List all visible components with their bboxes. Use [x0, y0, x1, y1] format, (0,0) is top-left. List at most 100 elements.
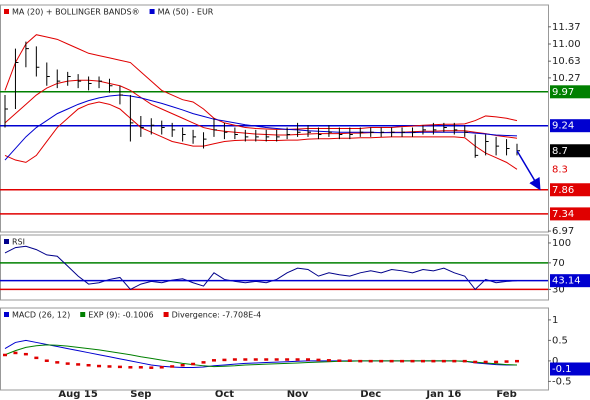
- divergence-mark: [222, 358, 227, 362]
- y-tick-label: 30: [552, 284, 565, 295]
- price-bar: [412, 127, 416, 137]
- price-bar: [506, 139, 510, 156]
- value-label-box: [550, 274, 590, 288]
- price-bar: [98, 76, 103, 89]
- value-label-box: [550, 362, 590, 376]
- x-tick-label: Dec: [360, 389, 381, 400]
- divergence-mark: [180, 363, 185, 367]
- price-bar: [495, 136, 500, 156]
- legend-label: RSI: [12, 238, 25, 247]
- legend-label: Divergence: -7.708E-4: [172, 311, 262, 320]
- divergence-mark: [368, 359, 373, 363]
- divergence-mark: [76, 363, 81, 366]
- price-bar: [203, 132, 207, 149]
- legend-swatch: [149, 9, 155, 14]
- price-bar: [25, 41, 29, 68]
- divergence-mark: [347, 359, 352, 362]
- divergence-mark: [431, 359, 436, 363]
- divergence-mark: [306, 358, 311, 361]
- divergence-mark: [358, 359, 363, 363]
- divergence-mark: [65, 362, 70, 365]
- divergence-mark: [243, 358, 248, 361]
- divergence-mark: [107, 365, 112, 368]
- price-bar: [474, 134, 479, 158]
- x-tick-label: Nov: [287, 389, 309, 400]
- x-tick-label: Oct: [215, 389, 234, 400]
- x-tick-label: Jan 16: [425, 389, 461, 400]
- legend-swatch: [163, 312, 169, 317]
- divergence-mark: [191, 362, 196, 366]
- price-bar: [46, 62, 50, 86]
- divergence-mark: [274, 358, 279, 361]
- divergence-mark: [117, 365, 122, 369]
- panel-frame: [0, 234, 549, 301]
- divergence-mark: [170, 365, 175, 368]
- legend-label: MA (20) + BOLLINGER BANDS®: [12, 8, 140, 17]
- macd-line: [4, 344, 518, 368]
- price-bar: [453, 122, 458, 135]
- price-bar: [443, 122, 447, 133]
- value-label: 9.97: [552, 87, 574, 98]
- price-bar: [349, 127, 353, 140]
- price-bar: [338, 127, 343, 140]
- price-bar: [234, 127, 238, 140]
- divergence-mark: [462, 359, 467, 363]
- value-label: 8.3: [552, 164, 568, 175]
- y-tick-label: 0: [552, 356, 558, 367]
- price-bar: [35, 46, 40, 77]
- bollinger-upper: [4, 34, 518, 130]
- divergence-mark: [264, 358, 269, 361]
- divergence-mark: [97, 364, 102, 368]
- price-bar: [244, 129, 249, 142]
- legend-swatch: [4, 9, 9, 14]
- price-bar: [150, 118, 155, 135]
- price-bar: [4, 95, 8, 128]
- moving-average: [4, 79, 518, 139]
- divergence-mark: [55, 361, 60, 364]
- value-label: 43.14: [552, 276, 581, 287]
- y-tick-label: 11.37: [552, 22, 581, 33]
- price-bar: [432, 122, 437, 135]
- price-bar: [265, 129, 270, 142]
- price-bar: [370, 127, 374, 137]
- panel-frame: [0, 4, 549, 233]
- value-label-box: [550, 119, 590, 133]
- price-bar: [276, 129, 280, 142]
- panel-frame: [0, 307, 549, 391]
- y-tick-label: 10.27: [552, 73, 581, 84]
- trend-arrow: [516, 150, 541, 191]
- divergence-mark: [253, 358, 258, 361]
- price-bar: [56, 69, 61, 89]
- price-bar: [213, 118, 217, 137]
- legend-label: MA (50) - EUR: [158, 8, 214, 17]
- price-bar: [223, 122, 228, 140]
- price-bar: [286, 127, 291, 140]
- divergence-mark: [337, 359, 342, 362]
- price-bar: [297, 122, 301, 137]
- value-label-box: [550, 207, 590, 221]
- legend-label: MACD (26, 12): [12, 311, 70, 320]
- divergence-mark: [159, 366, 164, 369]
- price-bar: [161, 120, 165, 135]
- divergence-mark: [515, 359, 519, 363]
- price-bar: [140, 115, 144, 137]
- legend-swatch: [80, 312, 86, 317]
- value-label: 7.34: [552, 209, 574, 220]
- y-tick-label: 11.00: [552, 39, 581, 50]
- price-bar: [255, 129, 259, 142]
- bollinger-lower: [4, 101, 518, 170]
- x-tick-label: Aug 15: [58, 389, 97, 400]
- price-bar: [77, 74, 82, 89]
- price-bar: [328, 125, 332, 137]
- divergence-mark: [483, 360, 488, 364]
- divergence-mark: [441, 359, 446, 363]
- divergence-mark: [149, 366, 154, 369]
- y-tick-label: 6.97: [552, 226, 574, 237]
- divergence-mark: [410, 359, 415, 363]
- divergence-mark: [473, 360, 478, 364]
- divergence-mark: [400, 359, 405, 363]
- divergence-mark: [452, 359, 457, 363]
- price-bar: [129, 95, 134, 142]
